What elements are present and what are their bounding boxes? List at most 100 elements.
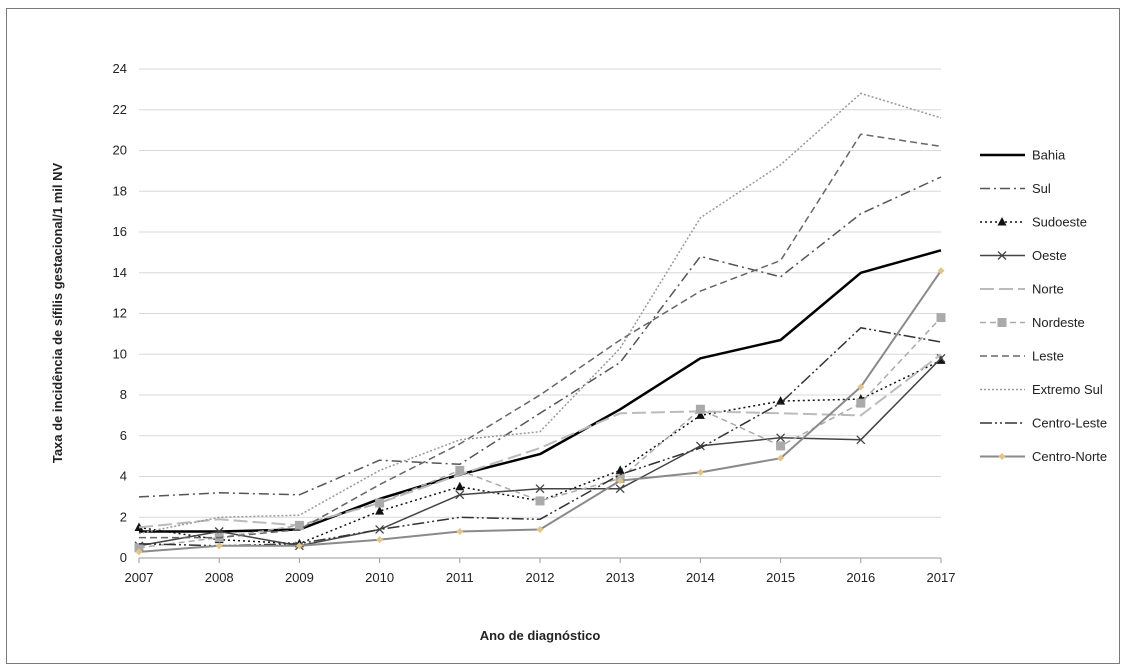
data-point <box>456 528 464 536</box>
data-point <box>776 441 786 451</box>
y-tick-20: 20 <box>113 143 127 158</box>
series-line <box>138 270 942 553</box>
y-tick-18: 18 <box>113 183 127 198</box>
data-point <box>936 355 946 364</box>
data-point <box>695 404 705 414</box>
legend-label: Centro-Norte <box>1032 449 1107 464</box>
legend-label: Norte <box>1032 282 1064 297</box>
data-point <box>535 484 545 494</box>
y-tick-4: 4 <box>120 469 127 484</box>
legend-label: Centro-Leste <box>1032 416 1107 431</box>
y-tick-2: 2 <box>120 509 127 524</box>
legend-label: Nordeste <box>1032 315 1085 330</box>
data-point <box>455 465 465 475</box>
legend-marker <box>997 217 1007 226</box>
legend-item-extremo-sul: Extremo Sul <box>980 382 1103 397</box>
x-tick-2009: 2009 <box>285 570 314 585</box>
data-point <box>295 542 303 550</box>
legend-label: Sul <box>1032 181 1051 196</box>
data-point <box>376 536 384 544</box>
x-tick-2011: 2011 <box>446 570 474 585</box>
series-centro-leste <box>138 327 942 547</box>
x-tick-labels: 2007 2008 2009 2010 2011 2012 2013 2014 2015 2016… <box>125 558 956 585</box>
data-point <box>857 383 865 391</box>
data-point <box>294 520 304 530</box>
series-line <box>138 176 942 498</box>
legend-item-centro-leste: Centro-Leste <box>980 416 1107 431</box>
y-tick-14: 14 <box>113 265 127 280</box>
data-point <box>777 454 785 462</box>
legend-label: Oeste <box>1032 248 1067 263</box>
data-point <box>134 543 144 553</box>
data-point <box>616 477 624 485</box>
data-point <box>695 410 705 419</box>
data-point <box>776 396 786 405</box>
data-point <box>615 465 625 474</box>
legend-marker <box>998 453 1006 460</box>
legend-item-oeste: Oeste <box>980 248 1067 263</box>
legend-marker <box>997 318 1007 327</box>
legend: Bahia Sul Sudoeste Oeste Norte Nordeste Leste E… <box>980 148 1107 464</box>
grid-lines <box>139 68 941 518</box>
data-point <box>776 433 786 443</box>
y-tick-12: 12 <box>113 306 127 321</box>
y-tick-0: 0 <box>120 550 127 565</box>
series-line <box>138 353 942 529</box>
legend-label: Bahia <box>1032 148 1066 163</box>
x-tick-2007: 2007 <box>125 570 154 585</box>
legend-item-sul: Sul <box>980 181 1051 196</box>
x-tick-2017: 2017 <box>927 570 956 585</box>
x-tick-2010: 2010 <box>365 570 394 585</box>
data-point <box>937 267 945 275</box>
data-point <box>696 468 704 476</box>
data-point <box>936 313 946 323</box>
series-centro-norte <box>135 267 945 556</box>
series-sul <box>138 176 942 498</box>
series-line <box>138 92 942 535</box>
legend-label: Extremo Sul <box>1032 382 1103 397</box>
data-point <box>215 542 223 550</box>
data-point <box>856 435 866 445</box>
series-oeste <box>134 353 946 551</box>
legend-item-nordeste: Nordeste <box>980 315 1085 330</box>
y-tick-24: 24 <box>113 61 127 76</box>
y-tick-10: 10 <box>113 346 127 361</box>
x-tick-2008: 2008 <box>205 570 234 585</box>
series-line <box>138 327 942 547</box>
series-norte <box>138 353 942 529</box>
x-tick-2016: 2016 <box>846 570 875 585</box>
series-leste <box>139 133 942 539</box>
data-point <box>536 525 544 533</box>
x-tick-2013: 2013 <box>606 570 635 585</box>
legend-marker <box>997 251 1007 260</box>
chart-frame <box>6 8 1120 664</box>
legend-item-leste: Leste <box>980 349 1064 364</box>
x-tick-2014: 2014 <box>686 570 715 585</box>
y-tick-22: 22 <box>113 102 127 117</box>
data-point <box>455 481 465 491</box>
series-extremo-sul <box>138 92 942 535</box>
legend-item-bahia: Bahia <box>980 148 1066 163</box>
x-tick-2012: 2012 <box>526 570 555 585</box>
data-point <box>375 506 385 515</box>
y-axis-title: Taxa de incidência de sífilis gestaciona… <box>50 163 65 464</box>
x-tick-2015: 2015 <box>766 570 795 585</box>
data-point <box>455 490 465 500</box>
legend-label: Leste <box>1032 349 1064 364</box>
x-axis-title: Ano de diagnóstico <box>480 628 601 643</box>
series-line <box>138 317 942 549</box>
legend-item-sudoeste: Sudoeste <box>980 215 1087 230</box>
y-tick-16: 16 <box>113 224 127 239</box>
series-lines <box>134 92 946 556</box>
y-tick-6: 6 <box>120 428 127 443</box>
series-nordeste <box>134 313 946 553</box>
legend-label: Sudoeste <box>1032 215 1087 230</box>
data-point <box>135 548 143 556</box>
legend-item-norte: Norte <box>980 282 1064 297</box>
data-point <box>375 498 385 508</box>
data-point <box>856 398 866 408</box>
series-line <box>139 133 942 539</box>
legend-item-centro-norte: Centro-Norte <box>980 449 1107 464</box>
